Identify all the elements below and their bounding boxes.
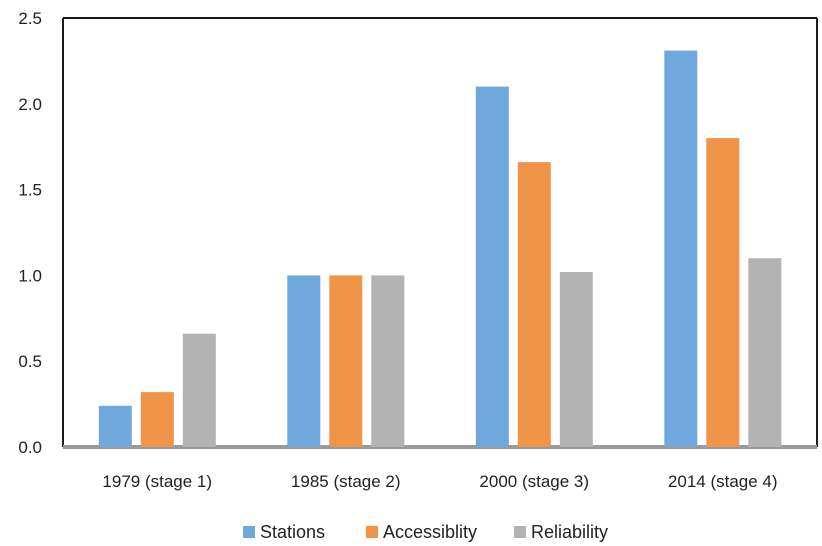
bar-reliability-0 xyxy=(182,333,216,447)
y-tick-label: 1.0 xyxy=(18,266,42,285)
bar-reliability-3 xyxy=(748,258,782,447)
y-tick-label: 1.5 xyxy=(18,181,42,200)
bar-accessiblity-0 xyxy=(140,392,174,447)
bar-accessiblity-2 xyxy=(517,162,551,447)
x-category-label: 1979 (stage 1) xyxy=(102,472,212,491)
x-category-label: 2000 (stage 3) xyxy=(479,472,589,491)
bar-stations-2 xyxy=(475,86,509,447)
y-tick-label: 0.5 xyxy=(18,352,42,371)
legend-label-stations: Stations xyxy=(260,522,325,542)
bar-stations-0 xyxy=(98,405,132,447)
y-tick-label: 2.0 xyxy=(18,95,42,114)
legend-swatch-accessiblity xyxy=(366,526,378,538)
x-axis-labels: 1979 (stage 1) 1985 (stage 2) 2000 (stage … xyxy=(102,472,777,491)
legend-swatch-reliability xyxy=(514,526,526,538)
bar-stations-1 xyxy=(287,275,321,447)
bar-accessiblity-3 xyxy=(706,138,740,447)
y-tick-label: 2.5 xyxy=(18,9,42,28)
x-category-label: 1985 (stage 2) xyxy=(291,472,401,491)
bar-stations-3 xyxy=(664,50,698,447)
plot-frame xyxy=(62,17,818,449)
legend: Stations Accessiblity Reliability xyxy=(243,522,608,542)
bar-reliability-1 xyxy=(371,275,405,447)
x-category-label: 2014 (stage 4) xyxy=(668,472,778,491)
legend-label-reliability: Reliability xyxy=(531,522,608,542)
legend-label-accessiblity: Accessiblity xyxy=(383,522,477,542)
legend-swatch-stations xyxy=(243,526,255,538)
bars xyxy=(98,50,782,447)
y-axis-ticks: 0.0 0.5 1.0 1.5 2.0 2.5 xyxy=(18,9,42,457)
y-tick-label: 0.0 xyxy=(18,438,42,457)
bar-reliability-2 xyxy=(559,272,593,447)
bar-accessiblity-1 xyxy=(329,275,363,447)
